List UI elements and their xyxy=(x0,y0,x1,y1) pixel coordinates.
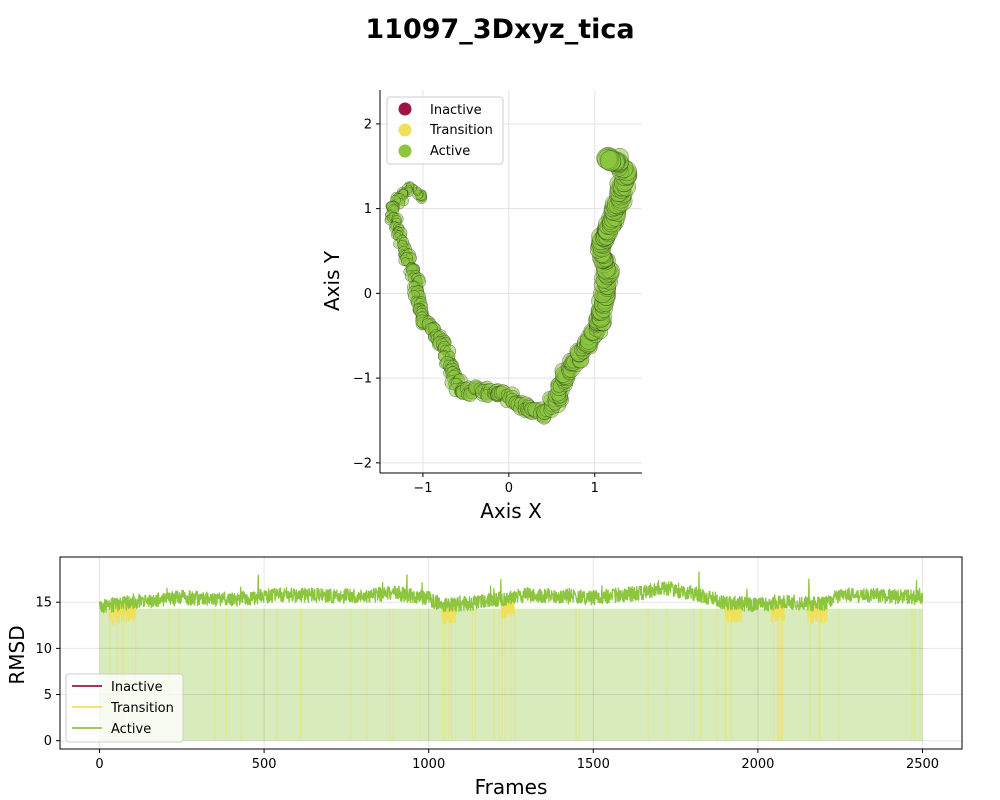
rmsd-transition-band xyxy=(725,608,727,741)
rmsd-transition-band xyxy=(493,608,495,741)
scatter-legend: Inactive Transition Active xyxy=(386,96,504,165)
rmsd-transition-band xyxy=(392,608,394,741)
rmsd-x-axis-label: Frames xyxy=(475,775,548,799)
scatter-legend-marker-inactive xyxy=(398,102,412,116)
scatter-points xyxy=(384,146,638,425)
rmsd-frame xyxy=(59,556,963,750)
scatter-point xyxy=(401,257,410,266)
rmsd-transition-band xyxy=(809,608,811,741)
rmsd-xtick-label-3: 1500 xyxy=(577,757,610,772)
rmsd-transition-band xyxy=(501,608,503,741)
rmsd-xtick-label-1: 500 xyxy=(252,757,277,772)
rmsd-ytick-label-1: 5 xyxy=(44,688,52,703)
rmsd-transition-band xyxy=(919,608,921,741)
rmsd-transition-band xyxy=(730,608,732,741)
rmsd-legend-frame xyxy=(65,673,184,743)
scatter-ytick-label-2: 0 xyxy=(364,287,372,302)
rmsd-transition-band xyxy=(911,608,913,741)
rmsd-transition-band xyxy=(300,608,302,741)
rmsd-transition-band xyxy=(647,608,649,741)
rmsd-transition-band xyxy=(510,608,512,741)
scatter-legend-label-inactive: Inactive xyxy=(430,103,482,118)
rmsd-transition-band xyxy=(666,608,668,741)
rmsd-transition-band xyxy=(451,608,453,741)
rmsd-transition-band xyxy=(471,608,473,741)
rmsd-lines xyxy=(98,571,924,625)
rmsd-legend: Inactive Transition Active xyxy=(65,673,184,743)
scatter-legend-marker-transition xyxy=(398,123,412,137)
rmsd-ytick-label-0: 0 xyxy=(44,734,52,749)
rmsd-transition-band xyxy=(444,608,446,741)
scatter-legend-marker-active xyxy=(398,144,412,158)
rmsd-transition-band xyxy=(781,608,784,741)
rmsd-xtick-label-5: 2500 xyxy=(906,757,939,772)
rmsd-transition-band xyxy=(693,608,695,741)
rmsd-transition-band xyxy=(818,608,820,741)
rmsd-transition-band xyxy=(474,608,476,741)
rmsd-transition-band xyxy=(214,608,216,741)
scatter-ytick-label-1: −1 xyxy=(353,372,372,387)
scatter-panel: −1 0 1 −2 −1 0 1 2 Axis X Axis Y Inactive Trans… xyxy=(320,90,642,523)
rmsd-transition-band xyxy=(504,608,506,741)
rmsd-y-axis-label: RMSD xyxy=(5,625,29,684)
rmsd-ytick-label-3: 15 xyxy=(35,596,52,611)
scatter-ticks: −1 0 1 −2 −1 0 1 2 xyxy=(353,117,599,496)
rmsd-transition-band xyxy=(575,608,577,741)
scatter-ytick-label-3: 1 xyxy=(364,202,372,217)
scatter-ytick-label-4: 2 xyxy=(364,117,372,132)
rmsd-fill xyxy=(99,608,923,741)
scatter-point xyxy=(600,150,622,172)
figure-title: 11097_3Dxyz_tica xyxy=(365,14,634,45)
rmsd-transition-band xyxy=(350,608,352,741)
rmsd-transition-band xyxy=(240,608,242,741)
scatter-legend-frame xyxy=(386,96,504,165)
rmsd-ytick-label-2: 10 xyxy=(35,642,52,657)
rmsd-area-fill xyxy=(99,608,923,741)
rmsd-legend-label-inactive: Inactive xyxy=(111,680,163,695)
rmsd-series-active xyxy=(98,571,924,614)
rmsd-transition-band xyxy=(448,608,450,741)
scatter-y-axis-label: Axis Y xyxy=(320,250,344,311)
rmsd-xtick-label-2: 1000 xyxy=(412,757,445,772)
rmsd-transition-band xyxy=(914,608,916,741)
rmsd-transition-band xyxy=(838,608,840,741)
rmsd-transition-band xyxy=(455,608,457,741)
rmsd-xtick-label-4: 2000 xyxy=(741,757,774,772)
rmsd-transition-band xyxy=(773,608,775,741)
rmsd-transition-band xyxy=(498,608,500,741)
scatter-ytick-label-0: −2 xyxy=(353,456,372,471)
rmsd-transition-band xyxy=(716,608,718,741)
rmsd-legend-label-active: Active xyxy=(111,722,151,737)
scatter-xtick-label-0: −1 xyxy=(413,481,432,496)
rmsd-transition-band xyxy=(442,608,444,741)
rmsd-transition-band xyxy=(388,608,391,741)
rmsd-transition-band xyxy=(819,608,821,741)
rmsd-transition-band xyxy=(700,608,702,741)
rmsd-ticks: 0 500 1000 1500 2000 2500 0 5 10 15 xyxy=(35,596,939,772)
rmsd-transition-band xyxy=(778,608,780,741)
rmsd-xtick-label-0: 0 xyxy=(95,757,103,772)
rmsd-transition-band xyxy=(724,608,726,741)
rmsd-transition-band xyxy=(276,608,278,741)
rmsd-transition-band xyxy=(366,608,368,741)
scatter-xtick-label-2: 1 xyxy=(591,481,599,496)
rmsd-transition-band xyxy=(514,608,516,741)
rmsd-legend-label-transition: Transition xyxy=(110,701,174,716)
rmsd-transition-band xyxy=(225,608,228,741)
rmsd-transition-band xyxy=(780,608,782,741)
rmsd-transition-band xyxy=(419,608,421,741)
scatter-legend-label-transition: Transition xyxy=(429,123,493,138)
scatter-x-axis-label: Axis X xyxy=(480,499,542,523)
scatter-legend-label-active: Active xyxy=(430,144,470,159)
rmsd-transition-band xyxy=(578,608,580,741)
rmsd-plot-area xyxy=(60,557,962,749)
scatter-xtick-label-1: 0 xyxy=(505,481,513,496)
rmsd-panel: 0 500 1000 1500 2000 2500 0 5 10 15 Frames RMSD I… xyxy=(5,556,963,799)
rmsd-transition-band xyxy=(777,608,779,741)
